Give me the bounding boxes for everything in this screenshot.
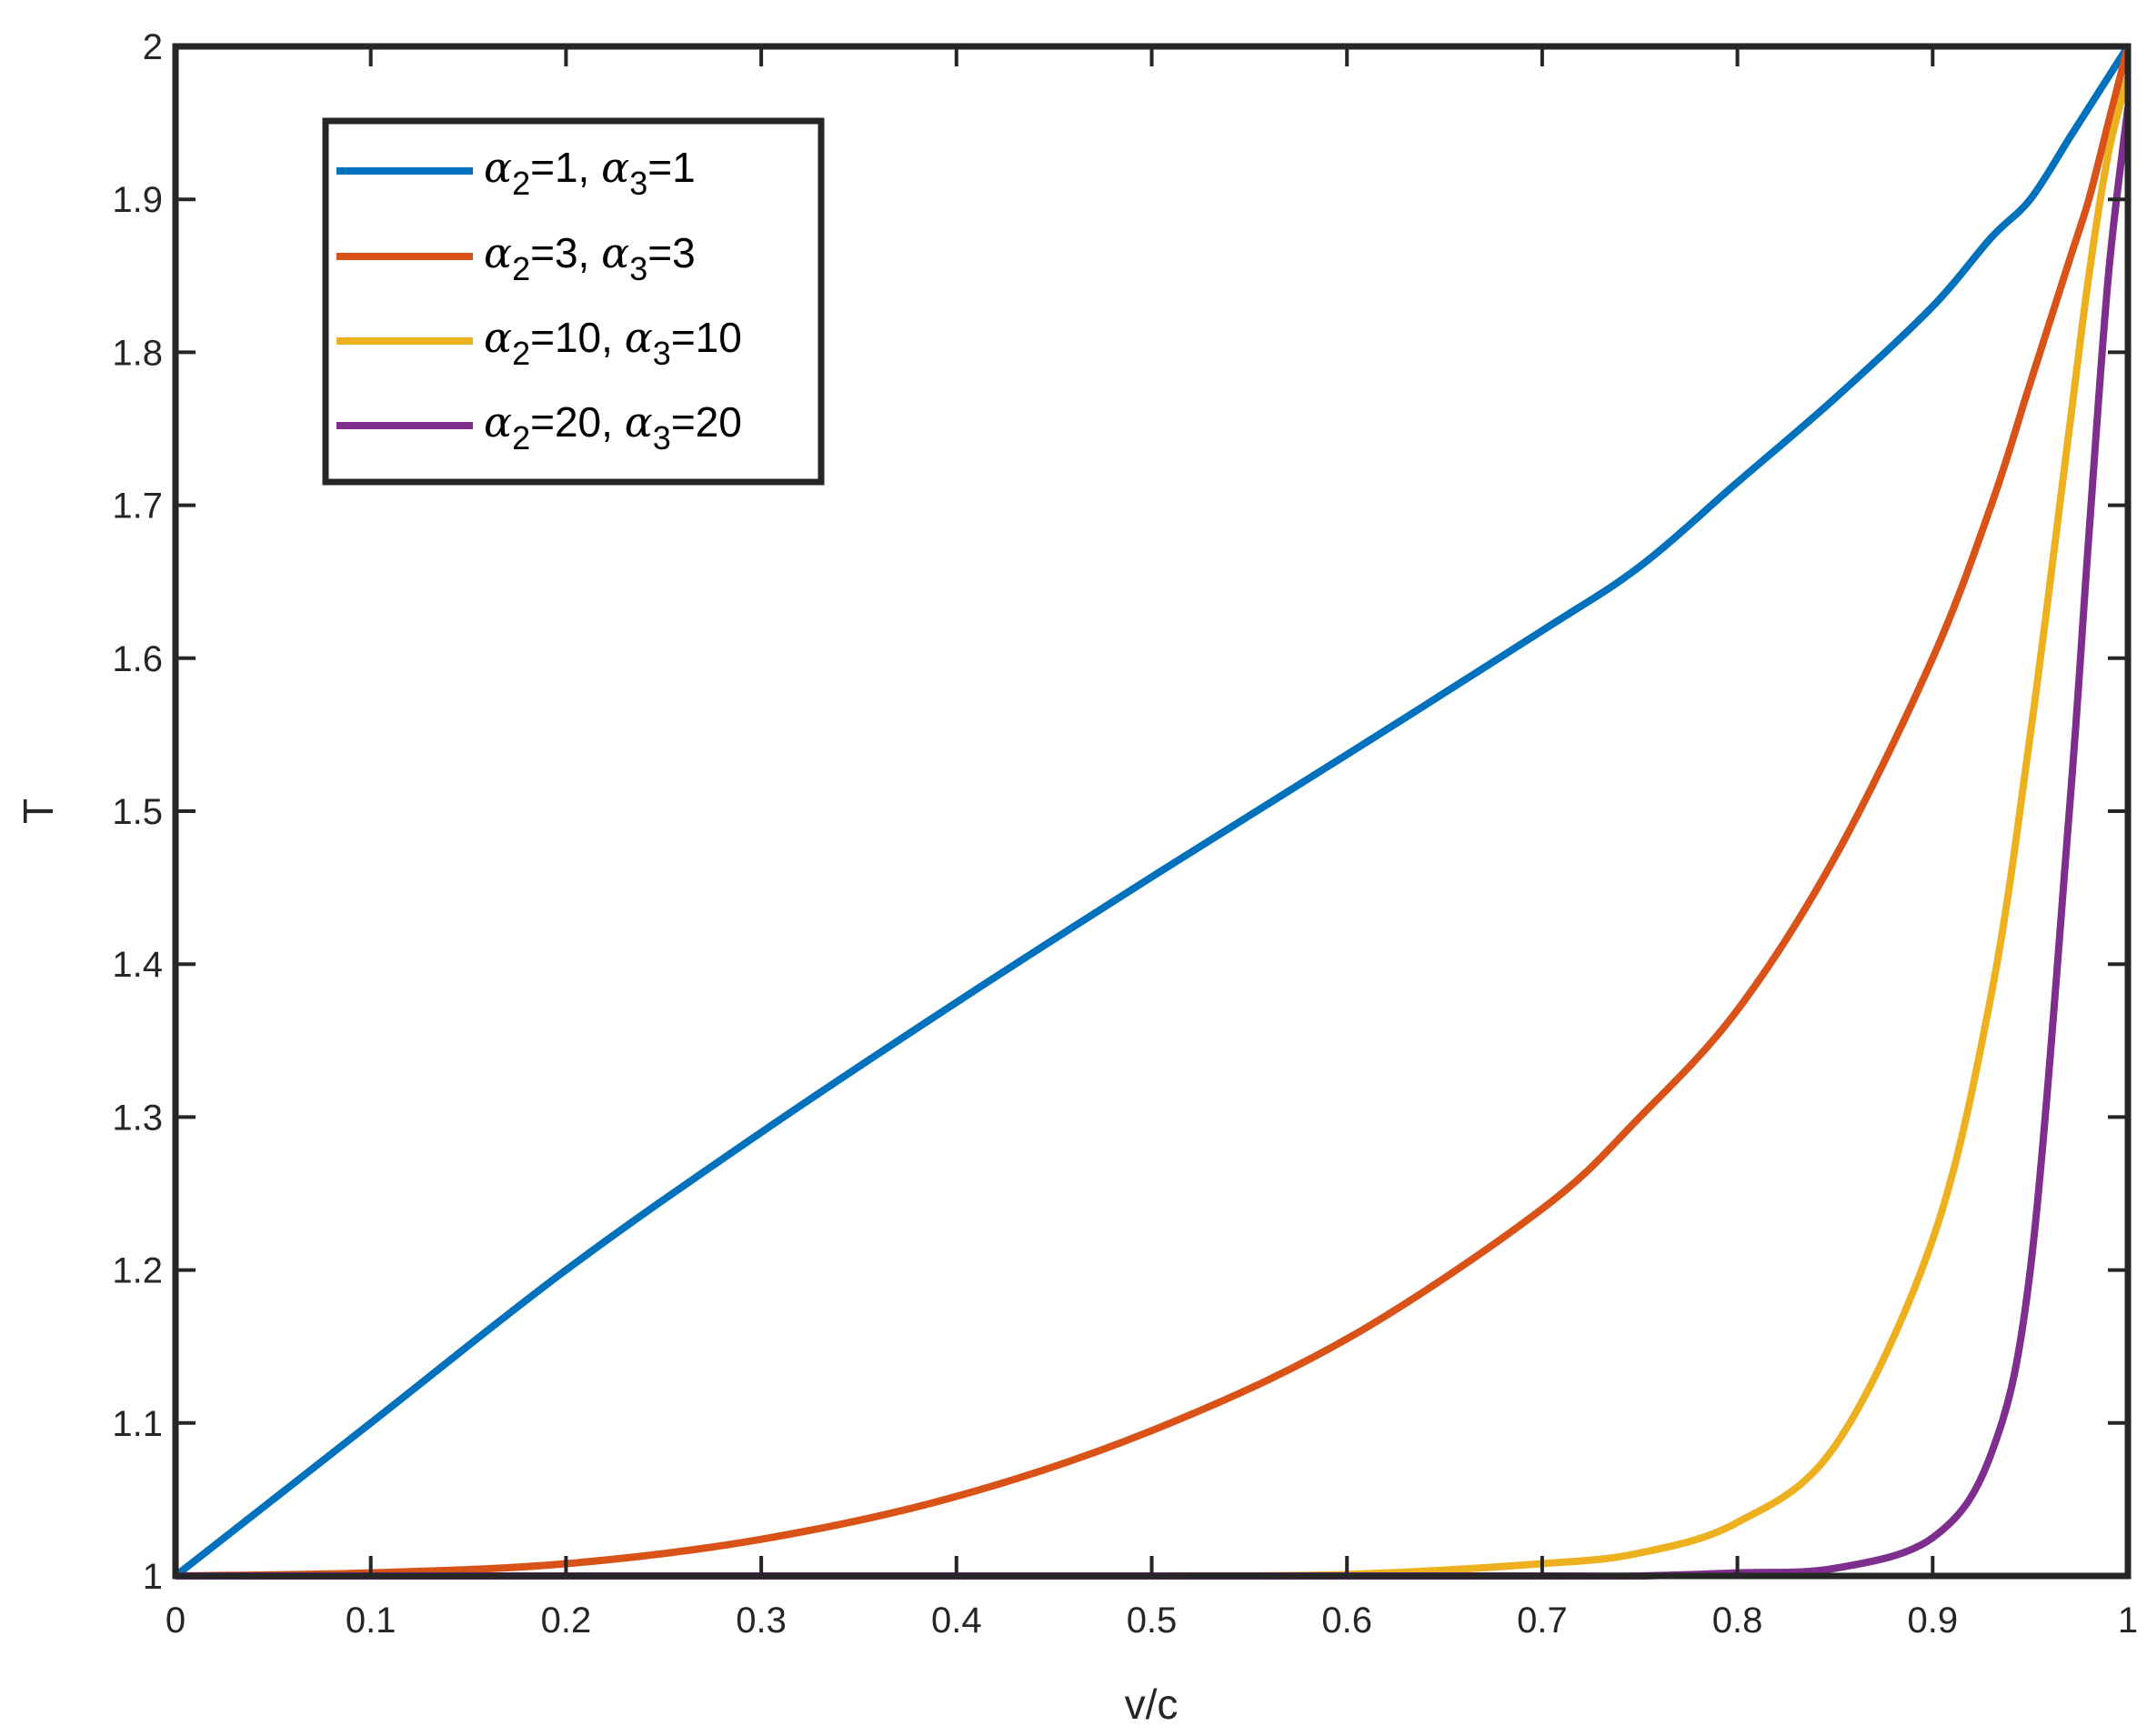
x-tick-label: 0.1 (346, 1601, 396, 1641)
y-tick-label: 1.4 (112, 945, 163, 985)
y-tick-label: 1.1 (112, 1404, 163, 1444)
legend-label-3: α2=10, α3=10 (484, 313, 742, 372)
y-tick-label: 1.7 (112, 487, 163, 527)
legend-label-4: α2=20, α3=20 (484, 397, 742, 457)
x-tick-label: 0.8 (1712, 1601, 1763, 1641)
x-tick-label: 0.5 (1127, 1601, 1178, 1641)
x-axis-label: v/c (1125, 1681, 1179, 1728)
legend-label-1: α2=1, α3=1 (484, 143, 696, 202)
y-tick-label: 1.5 (112, 792, 163, 832)
y-tick-label: 2 (143, 27, 163, 67)
series-line-1 (176, 44, 2128, 1580)
x-tick-label: 0.3 (736, 1601, 787, 1641)
y-tick-label: 1.3 (112, 1098, 163, 1138)
y-tick-label: 1.8 (112, 333, 163, 373)
y-axis-label: T (15, 798, 62, 824)
x-tick-label: 0 (166, 1601, 186, 1641)
y-tick-label: 1.6 (112, 639, 163, 679)
x-tick-label: 0.2 (541, 1601, 592, 1641)
x-tick-label: 1 (2118, 1601, 2138, 1641)
x-tick-label: 0.9 (1907, 1601, 1958, 1641)
x-tick-label: 0.7 (1517, 1601, 1568, 1641)
y-tick-label: 1 (143, 1557, 163, 1597)
y-tick-label: 1.9 (112, 180, 163, 220)
series-line-2 (176, 45, 2128, 1580)
legend-label-2: α2=3, α3=3 (484, 228, 696, 287)
legend: α2=1, α3=1 α2=3, α3=3 α2=10, α3=10 α2=20, α… (322, 117, 825, 486)
x-tick-label: 0.4 (931, 1601, 982, 1641)
x-tick-labels: 0 0.1 0.2 0.3 0.4 0.5 0.6 0.7 0.8 0.9 1 (166, 1601, 2138, 1641)
plot-frame (172, 43, 2132, 1580)
legend-box (322, 117, 825, 486)
legend-items: α2=1, α3=1 α2=3, α3=3 α2=10, α3=10 α2=20, α… (336, 143, 742, 457)
y-tick-label: 1.2 (112, 1251, 163, 1291)
y-tick-labels: 1 1.1 1.2 1.3 1.4 1.5 1.6 1.7 1.8 1.9 2 (112, 27, 163, 1597)
x-tick-label: 0.6 (1321, 1601, 1372, 1641)
